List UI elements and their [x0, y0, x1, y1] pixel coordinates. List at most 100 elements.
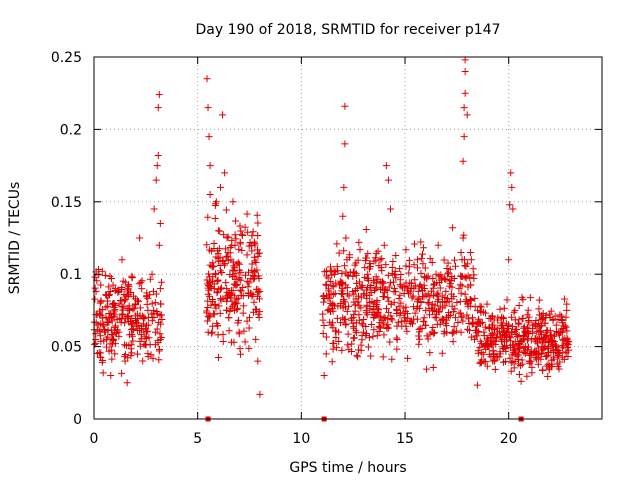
x-axis-label: GPS time / hours [289, 460, 406, 476]
data-point [252, 305, 260, 313]
data-point [410, 261, 418, 269]
data-point [449, 224, 457, 232]
data-point [245, 324, 253, 332]
data-point [335, 328, 343, 336]
data-point [234, 259, 242, 267]
data-point [204, 104, 212, 112]
data-point [464, 315, 472, 323]
data-point [424, 290, 432, 298]
data-point [210, 285, 218, 293]
data-point [355, 311, 363, 319]
data-point [469, 265, 477, 273]
data-point [473, 329, 481, 337]
data-point [254, 357, 262, 365]
data-point [121, 341, 129, 349]
data-point [214, 250, 222, 258]
data-point [558, 316, 566, 324]
data-point [356, 246, 364, 254]
data-point [156, 336, 164, 344]
data-point [127, 341, 135, 349]
data-point [147, 351, 155, 359]
data-point [109, 340, 117, 348]
data-point [552, 343, 560, 351]
data-point [524, 306, 532, 314]
data-point [545, 342, 553, 350]
data-point [417, 238, 425, 246]
data-point [154, 104, 162, 112]
data-point [532, 321, 540, 329]
data-point [393, 345, 401, 353]
data-point [252, 335, 260, 343]
data-point [562, 323, 570, 331]
data-point [361, 273, 369, 281]
data-point [138, 335, 146, 343]
data-point [352, 319, 360, 327]
data-point [349, 272, 357, 280]
data-point [522, 343, 530, 351]
data-point [135, 298, 143, 306]
data-point [517, 337, 525, 345]
data-point [370, 299, 378, 307]
data-point [136, 234, 144, 242]
data-point [96, 299, 104, 307]
data-point [394, 318, 402, 326]
data-point [333, 344, 341, 352]
data-point [219, 338, 227, 346]
data-point [360, 290, 368, 298]
data-point [122, 342, 130, 350]
data-point [367, 262, 375, 270]
data-point [520, 324, 528, 332]
data-point [223, 297, 231, 305]
data-point [203, 309, 211, 317]
data-point [428, 259, 436, 267]
data-point [401, 314, 409, 322]
data-point [327, 307, 335, 315]
data-point [457, 289, 465, 297]
data-point [216, 261, 224, 269]
data-point [432, 270, 440, 278]
data-point [521, 328, 529, 336]
data-point [471, 294, 479, 302]
data-point [223, 252, 231, 260]
data-point [534, 354, 542, 362]
data-point [539, 366, 547, 374]
data-point [451, 256, 459, 264]
data-point [326, 263, 334, 271]
data-point [254, 219, 262, 227]
data-point [342, 320, 350, 328]
data-point [245, 344, 253, 352]
data-point [497, 322, 505, 330]
data-point [242, 271, 250, 279]
data-point [389, 278, 397, 286]
data-point [509, 205, 517, 213]
data-point [373, 332, 381, 340]
data-point [133, 327, 141, 335]
data-point [156, 330, 164, 338]
data-point [250, 253, 258, 261]
data-point [535, 334, 543, 342]
data-point [146, 275, 154, 283]
data-point [506, 201, 514, 209]
data-point [362, 323, 370, 331]
data-point [372, 273, 380, 281]
data-point [364, 274, 372, 282]
data-point [415, 294, 423, 302]
data-point [91, 295, 99, 303]
data-point [254, 231, 262, 239]
data-point [463, 325, 471, 333]
data-point [548, 360, 556, 368]
data-point [424, 272, 432, 280]
data-point [442, 287, 450, 295]
data-point [546, 314, 554, 322]
data-point [325, 285, 333, 293]
data-point [357, 283, 365, 291]
data-point [322, 280, 330, 288]
data-point [322, 333, 330, 341]
data-point [236, 345, 244, 353]
data-point [535, 305, 543, 313]
data-point [324, 274, 332, 282]
data-point [209, 295, 217, 303]
axis-ticks [93, 56, 602, 420]
data-point [338, 346, 346, 354]
data-point [457, 272, 465, 280]
